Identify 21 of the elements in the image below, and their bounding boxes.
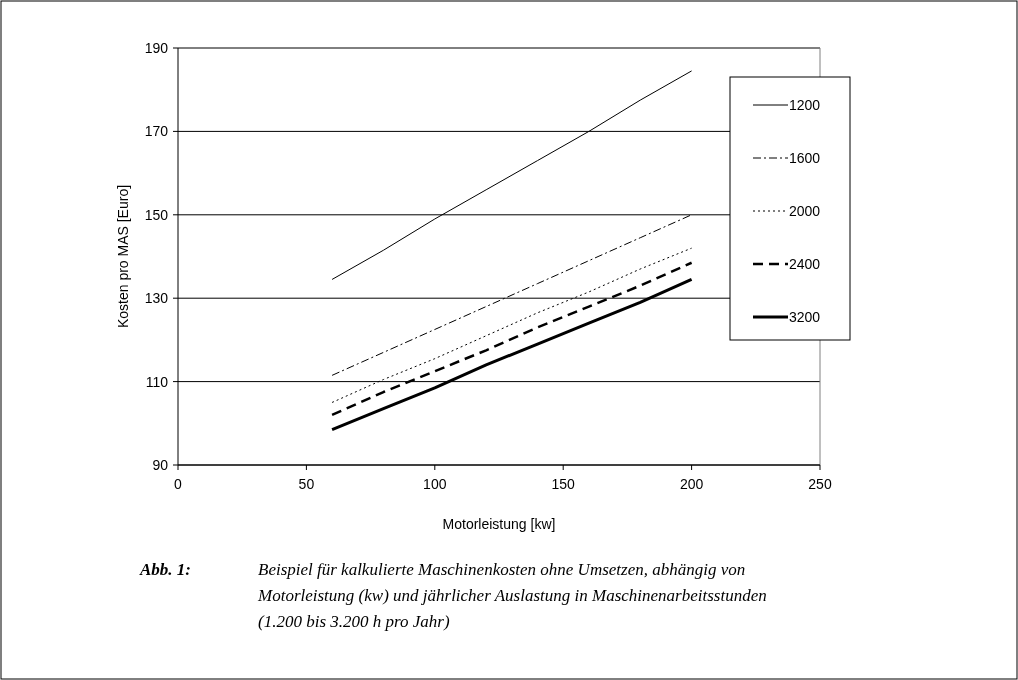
y-tick-label: 170 xyxy=(144,123,169,140)
y-tick-label: 90 xyxy=(152,456,169,473)
y-tick-label: 130 xyxy=(144,290,169,307)
legend-label: 2000 xyxy=(789,202,821,219)
legend-label: 2400 xyxy=(789,255,821,272)
x-axis-title: Motorleistung [kw] xyxy=(442,516,556,532)
x-tick-label: 0 xyxy=(174,476,183,492)
x-tick-label: 50 xyxy=(298,476,315,492)
legend-label: 3200 xyxy=(789,308,821,325)
x-tick-label: 150 xyxy=(551,476,576,492)
caption: Abb. 1: xyxy=(139,560,191,579)
text: Beispiel für kalkulierte Maschinenkosten ohne Umsetzen, abhängig von Motorleistung (kw) und jährlicher Auslastung in Maschinenarbeitsstunden (1.200 bis 3.200 h pro Jahr) xyxy=(257,560,767,631)
x-tick-label: 100 xyxy=(423,476,447,492)
x-tick-label: 200 xyxy=(679,476,704,492)
y-tick-label: 190 xyxy=(144,39,169,56)
legend-label: 1200 xyxy=(789,96,821,113)
x-tick-label: 250 xyxy=(808,476,832,492)
legend-label: 1600 xyxy=(789,149,821,166)
y-tick-label: 150 xyxy=(144,206,169,223)
y-axis-title: Kosten pro MAS [Euro] xyxy=(115,184,131,329)
y-tick-label: 110 xyxy=(145,373,169,390)
